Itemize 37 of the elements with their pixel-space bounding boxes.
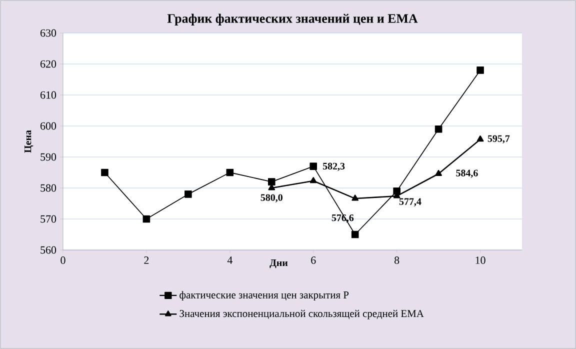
x-tick-label: 6 bbox=[311, 256, 316, 264]
legend-label: фактические значения цен закрытия P bbox=[180, 291, 349, 301]
point bbox=[310, 162, 318, 170]
point bbox=[435, 170, 442, 176]
point bbox=[476, 66, 484, 74]
data-label: 595,7 bbox=[488, 135, 510, 144]
point bbox=[351, 230, 359, 238]
data-label: 580,0 bbox=[260, 194, 282, 202]
x-tick-label: 8 bbox=[394, 256, 400, 264]
y-tick-label: 580 bbox=[40, 184, 56, 192]
point bbox=[434, 125, 442, 133]
y-tick-label: 610 bbox=[40, 91, 56, 99]
y-tick-label: 600 bbox=[40, 122, 56, 130]
point bbox=[101, 168, 108, 176]
data-label: 584,6 bbox=[456, 170, 478, 178]
chart-title: График фактических значений цен и EMA bbox=[167, 14, 418, 26]
y-tick-label: 620 bbox=[40, 60, 56, 68]
point bbox=[142, 215, 150, 223]
point bbox=[268, 178, 276, 186]
point bbox=[184, 190, 192, 198]
legend-label: Значения экспоненциальной скользящей средней EMA bbox=[180, 310, 424, 320]
x-tick-label: 0 bbox=[60, 256, 66, 264]
x-tick-label: 10 bbox=[476, 256, 486, 264]
data-label: 582,3 bbox=[322, 162, 345, 171]
x-axis-title: Дни bbox=[270, 260, 288, 268]
x-tick-label: 4 bbox=[227, 256, 232, 264]
point bbox=[476, 135, 484, 142]
point bbox=[352, 194, 359, 201]
x-tick-label: 2 bbox=[144, 256, 149, 264]
y-tick-label: 560 bbox=[40, 246, 56, 254]
y-tick-label: 570 bbox=[40, 215, 56, 223]
y-tick-label: 630 bbox=[40, 29, 56, 37]
point bbox=[310, 177, 317, 184]
y-tick-label: 590 bbox=[40, 153, 56, 161]
point bbox=[226, 168, 234, 176]
y-axis-title: Цена bbox=[24, 130, 34, 153]
data-label: 577,4 bbox=[399, 198, 422, 206]
